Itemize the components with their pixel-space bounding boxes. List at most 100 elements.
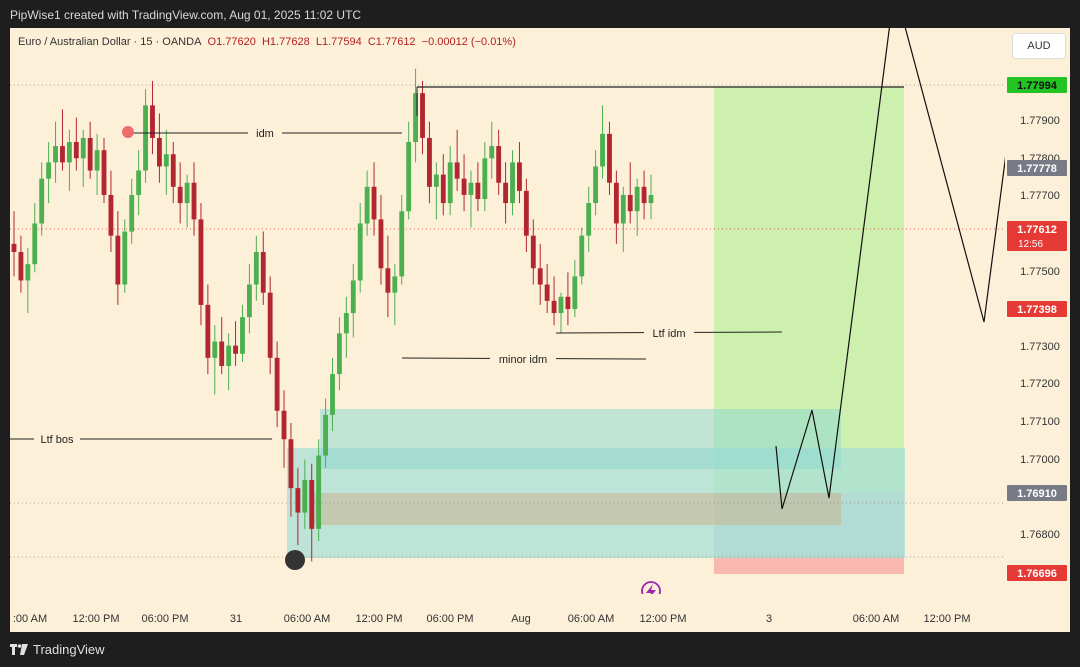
candle-body bbox=[350, 280, 356, 314]
candle-body bbox=[420, 93, 425, 138]
candle-body bbox=[205, 304, 211, 358]
candle-body bbox=[184, 182, 190, 204]
footer-bar: TradingView bbox=[0, 632, 1080, 667]
candle-body bbox=[385, 268, 391, 293]
price-label-timer: 12:56 bbox=[1018, 239, 1043, 250]
chart-panel[interactable]: idm Ltf bos minor idm Ltf idm 1.77900 1.77800… bbox=[10, 28, 1070, 632]
candle-body bbox=[122, 231, 128, 285]
y-tick-label: 1.77100 bbox=[1020, 416, 1060, 428]
x-tick-label: 12:00 PM bbox=[355, 613, 402, 625]
candle-body bbox=[503, 182, 509, 204]
candle-body bbox=[613, 182, 619, 224]
price-label-bg bbox=[1007, 485, 1067, 501]
x-tick-label: Aug bbox=[511, 613, 531, 625]
x-tick-label: 06:00 PM bbox=[426, 613, 473, 625]
tradingview-logo: TradingView bbox=[10, 642, 105, 657]
candle-body bbox=[66, 142, 72, 163]
price-label-bg bbox=[1007, 77, 1067, 93]
currency-button[interactable]: AUD bbox=[1012, 33, 1066, 59]
minor-idm-label-bg bbox=[490, 351, 556, 367]
tradingview-mark-icon bbox=[10, 643, 28, 655]
x-tick-label: 06:00 AM bbox=[853, 613, 899, 625]
candle-body bbox=[246, 284, 252, 318]
candle-body bbox=[219, 341, 225, 366]
candle-body bbox=[260, 251, 266, 293]
candle-body bbox=[53, 146, 58, 163]
price-label: 1.76910 bbox=[1017, 488, 1057, 500]
y-tick-label: 1.77700 bbox=[1020, 190, 1060, 202]
candle-body bbox=[233, 345, 238, 354]
candle-body bbox=[357, 223, 363, 281]
price-label: 1.77398 bbox=[1017, 304, 1057, 316]
candle-body bbox=[274, 357, 280, 411]
candle-body bbox=[558, 296, 564, 314]
x-tick-label: 12:00 PM bbox=[639, 613, 686, 625]
candle-body bbox=[288, 439, 294, 489]
y-tick-label: 1.77500 bbox=[1020, 266, 1060, 278]
ltf-bos-label: Ltf bos bbox=[40, 434, 74, 446]
candle-body bbox=[544, 284, 550, 301]
candle-body bbox=[170, 154, 176, 187]
candle-body bbox=[94, 150, 100, 171]
candle-body bbox=[510, 162, 515, 204]
y-tick-label: 1.77900 bbox=[1020, 115, 1060, 127]
candle-body bbox=[586, 203, 592, 236]
candle-body bbox=[593, 166, 599, 204]
flash-icon-bolt bbox=[646, 584, 656, 599]
candle-body bbox=[413, 93, 419, 143]
candle-body bbox=[489, 146, 495, 159]
candle-body bbox=[427, 137, 432, 187]
candle-body bbox=[634, 186, 640, 212]
candle-body bbox=[551, 300, 557, 314]
candle-body bbox=[73, 142, 79, 159]
candle-body bbox=[143, 105, 148, 171]
y-tick-label: 1.77200 bbox=[1020, 378, 1060, 390]
candle-body bbox=[440, 174, 446, 204]
high-value: H1.77628 bbox=[261, 36, 310, 48]
candle-body bbox=[378, 219, 384, 269]
candle-body bbox=[302, 479, 308, 513]
x-tick-label: :00 AM bbox=[13, 613, 47, 625]
candle-body bbox=[482, 158, 488, 200]
idm-label-bg bbox=[248, 125, 282, 141]
ltf-idm-label-bg bbox=[644, 325, 694, 341]
price-label-bg bbox=[1007, 221, 1067, 251]
candle-body bbox=[136, 170, 142, 195]
ohlc-legend: Euro / Australian Dollar · 15 · OANDA O1… bbox=[18, 36, 516, 48]
candle-body bbox=[496, 146, 502, 183]
candle-body bbox=[475, 182, 481, 200]
price-label-bg bbox=[1007, 160, 1067, 176]
candle-body bbox=[316, 455, 322, 529]
candle-body bbox=[433, 174, 439, 187]
minor-idm-label: minor idm bbox=[499, 354, 547, 366]
x-tick-label: 06:00 AM bbox=[284, 613, 330, 625]
candle-body bbox=[343, 313, 349, 334]
candle-body bbox=[530, 235, 536, 269]
low-value: L1.77594 bbox=[315, 36, 362, 48]
candle-body bbox=[620, 194, 626, 224]
y-tick-label: 1.77000 bbox=[1020, 454, 1060, 466]
candle-body bbox=[537, 268, 543, 285]
projection-path-up bbox=[775, 28, 890, 510]
ltf-bos-label-bg bbox=[34, 431, 80, 447]
candle-body bbox=[32, 223, 38, 265]
open-value: O1.77620 bbox=[207, 36, 256, 48]
candle-body bbox=[579, 235, 585, 277]
candle-body bbox=[517, 162, 522, 191]
candle-body bbox=[406, 142, 412, 212]
swing-high-marker-dot bbox=[122, 126, 134, 138]
candle-body bbox=[627, 194, 633, 212]
candle-body bbox=[150, 105, 155, 138]
candle-body bbox=[572, 276, 578, 309]
chart-credit-title: PipWise1 created with TradingView.com, A… bbox=[10, 8, 362, 22]
candle-body bbox=[101, 150, 107, 195]
candle-body bbox=[371, 186, 377, 220]
candle-body bbox=[46, 162, 52, 179]
time-axis bbox=[10, 594, 1070, 632]
order-block-zone bbox=[310, 493, 841, 525]
candle-body bbox=[323, 414, 328, 456]
price-label-bg bbox=[1007, 301, 1067, 317]
price-label: 1.77778 bbox=[1017, 163, 1057, 175]
price-label: 1.77994 bbox=[1017, 80, 1058, 92]
